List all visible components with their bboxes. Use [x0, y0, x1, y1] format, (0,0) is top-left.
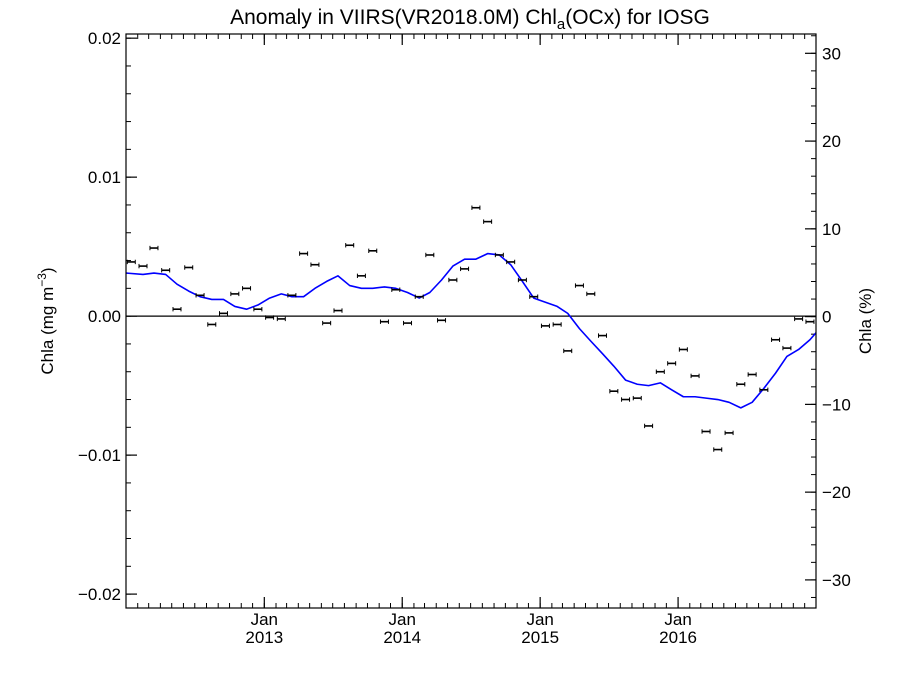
anomaly-point: [126, 259, 136, 265]
y-tick-label: −0.02: [78, 585, 121, 604]
anomaly-point: [149, 245, 159, 251]
x-tick-label-month: Jan: [664, 610, 691, 629]
anomaly-point: [379, 319, 389, 324]
y-axis-label-left-superscript: −3: [35, 273, 49, 287]
anomaly-point: [655, 369, 665, 374]
anomaly-point: [609, 388, 619, 394]
anomaly-point: [391, 287, 401, 292]
y-axis-label-left-tail: ): [38, 267, 57, 273]
anomaly-point: [310, 262, 320, 267]
x-tick-label-year: 2014: [383, 628, 421, 647]
chart-title-tail: (OCx) for IOSG: [565, 6, 710, 29]
anomaly-point: [253, 306, 263, 312]
anomaly-point: [437, 318, 447, 323]
y-tick-label: 0.00: [88, 307, 121, 326]
anomaly-point: [724, 430, 734, 436]
y-tick-label: 0.01: [88, 168, 121, 187]
axis-ticks: −0.02 −0.01 0.00 0.01 0.02 −30 −20 −10 0 10 20 30 Ja…: [78, 29, 851, 647]
x-tick-label-year: 2013: [245, 628, 283, 647]
anomaly-point: [403, 320, 413, 326]
y2-tick-label: 30: [822, 44, 841, 63]
chart-title-subscript: a: [557, 16, 566, 33]
anomaly-point: [138, 263, 148, 269]
chart-title: Anomaly in VIIRS(VR2018.0M) Chla(OCx) fo…: [230, 6, 710, 33]
anomaly-point: [414, 294, 424, 299]
anomaly-point: [690, 373, 700, 379]
anomaly-point: [276, 316, 286, 322]
x-tick-label-year: 2016: [659, 628, 697, 647]
anomaly-point: [794, 316, 804, 322]
anomaly-point: [517, 277, 527, 283]
anomaly-point: [782, 345, 792, 351]
plot-frame: [125, 33, 817, 609]
anomaly-point: [207, 322, 217, 327]
y2-tick-label: −30: [822, 571, 851, 590]
anomaly-point: [667, 361, 677, 366]
anomaly-point: [333, 308, 343, 313]
y2-tick-label: 20: [822, 132, 841, 151]
y2-tick-label: −20: [822, 483, 851, 502]
anomaly-point: [299, 251, 309, 256]
anomaly-point: [172, 306, 182, 312]
running-mean-layer: [125, 252, 817, 409]
anomaly-point: [483, 219, 493, 224]
anomaly-point: [586, 291, 596, 297]
anomaly-point: [448, 277, 458, 283]
anomaly-points-layer: [126, 205, 815, 452]
anomaly-point: [759, 387, 769, 392]
anomaly-point: [621, 397, 631, 402]
anomaly-point: [265, 315, 275, 320]
anomaly-point: [494, 252, 504, 258]
running-mean-line: [125, 252, 817, 409]
y2-tick-label: 0: [822, 308, 831, 327]
anomaly-point: [322, 320, 332, 326]
anomaly-point: [356, 273, 366, 279]
anomaly-point: [460, 266, 470, 272]
anomaly-point: [218, 311, 228, 316]
anomaly-point: [368, 248, 378, 254]
anomaly-point: [506, 259, 516, 265]
y2-tick-label: 10: [822, 220, 841, 239]
anomaly-point: [529, 294, 539, 299]
x-tick-label-month: Jan: [526, 610, 553, 629]
y2-tick-label: −10: [822, 395, 851, 414]
y-axis-label-right: Chla (%): [856, 288, 875, 354]
anomaly-point: [230, 291, 240, 297]
x-tick-label-month: Jan: [389, 610, 416, 629]
chart-title-main: Anomaly in VIIRS(VR2018.0M) Chl: [230, 6, 557, 29]
anomaly-point: [287, 293, 297, 298]
anomaly-point: [805, 319, 815, 324]
anomaly-point: [598, 333, 608, 338]
anomaly-point: [632, 395, 642, 401]
x-tick-label-month: Jan: [251, 610, 278, 629]
anomaly-point: [574, 283, 584, 288]
anomaly-point: [195, 293, 205, 298]
y-tick-label: −0.01: [78, 446, 121, 465]
anomaly-point: [563, 348, 573, 354]
anomaly-point: [242, 286, 252, 291]
anomaly-point: [540, 323, 550, 329]
anomaly-point: [552, 322, 562, 327]
anomaly-point: [736, 382, 746, 387]
y-axis-label-left: Chla (mg m−3): [35, 267, 57, 374]
anomaly-point: [771, 337, 781, 342]
anomaly-point: [345, 243, 355, 248]
anomaly-point: [425, 252, 435, 258]
x-tick-label-year: 2015: [521, 628, 559, 647]
anomaly-point: [701, 429, 711, 434]
anomaly-point: [678, 347, 688, 352]
y-axis-label-left-main: Chla (mg m: [38, 287, 57, 375]
anomaly-point: [471, 205, 481, 210]
anomaly-point: [184, 265, 194, 270]
anomaly-point: [644, 423, 654, 429]
anomaly-point: [713, 447, 723, 452]
anomaly-point: [747, 372, 757, 377]
y-tick-label: 0.02: [88, 29, 121, 48]
anomaly-point: [161, 268, 171, 273]
